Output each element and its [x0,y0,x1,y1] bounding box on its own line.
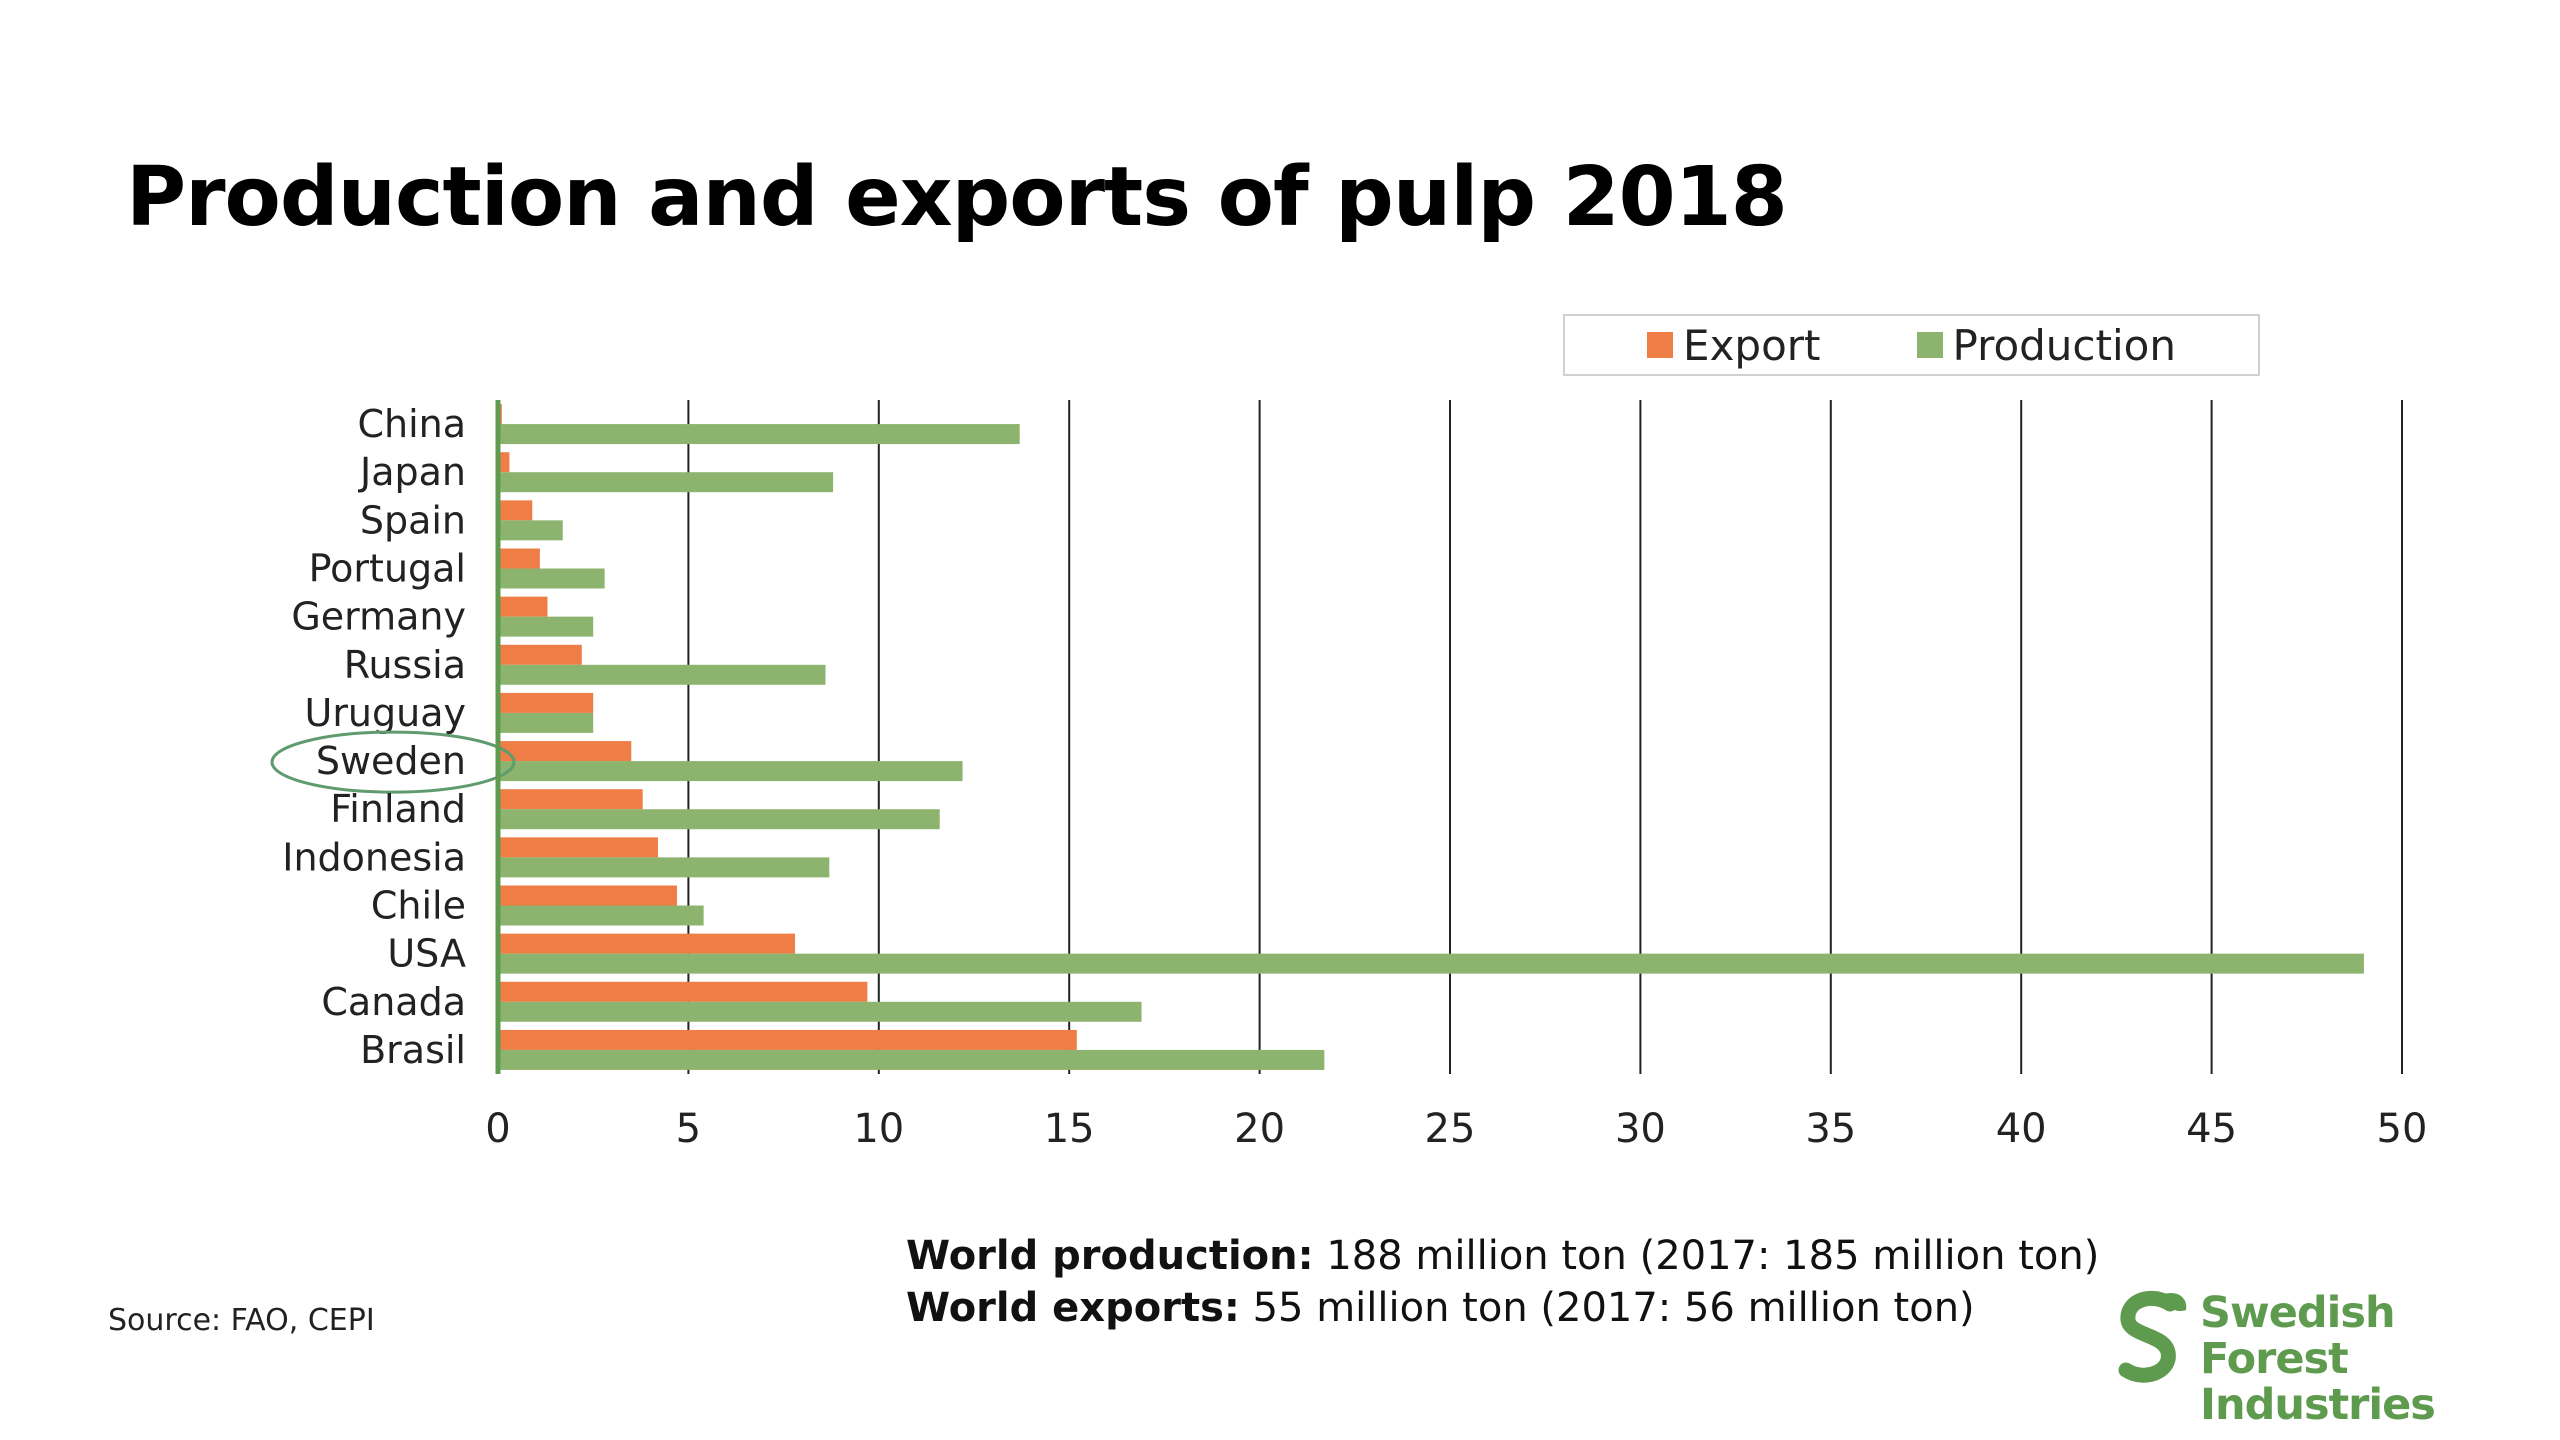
category-label: USA [387,932,466,976]
x-tick-label: 15 [1044,1106,1095,1152]
bar-export [498,981,868,1002]
legend-label-export: Export [1683,320,1821,370]
source-note: Source: FAO, CEPI [108,1303,375,1338]
x-tick-label: 45 [2186,1106,2237,1152]
bar-export [498,692,594,713]
category-label: Portugal [309,547,466,591]
highlight-ellipse [270,730,516,794]
bar-export [498,1029,1077,1050]
bar-export [498,548,540,569]
bar-export [498,885,677,906]
logo-text: Swedish Forest Industries [2200,1290,2512,1428]
bar-production [498,761,963,782]
category-label: Finland [330,787,466,831]
bar-export [498,500,533,521]
category-label: Canada [321,980,466,1024]
category-label: Germany [291,595,466,639]
logo-line-2: Industries [2200,1380,2436,1430]
world-exports-line: World exports: 55 million ton (2017: 56 … [906,1282,2099,1334]
bar-production [498,953,2364,974]
category-label: China [357,402,466,446]
bar-production [498,472,834,493]
legend-item-export: Export [1647,320,1821,370]
x-tick-label: 20 [1234,1106,1285,1152]
x-tick-label: 0 [485,1106,510,1152]
bar-export [498,596,548,617]
world-exports-label: World exports: [906,1285,1240,1331]
legend-item-production: Production [1916,320,2176,370]
category-label: Indonesia [282,835,466,879]
chart-title: Production and exports of pulp 2018 [126,150,1788,245]
x-tick-label: 35 [1805,1106,1856,1152]
category-label: Brasil [360,1028,466,1072]
bar-production [498,568,605,589]
x-tick-label: 50 [2377,1106,2428,1152]
legend-swatch-export [1647,332,1674,358]
logo-line-1: Swedish Forest [2200,1288,2396,1384]
world-production-line: World production: 188 million ton (2017:… [906,1230,2099,1282]
company-logo: Swedish Forest Industries [2112,1290,2512,1428]
x-tick-label: 40 [1996,1106,2047,1152]
bar-production [498,520,563,541]
bar-export [498,644,582,665]
world-production-label: World production: [906,1233,1314,1279]
x-tick-label: 5 [676,1106,701,1152]
category-label: Uruguay [305,691,467,735]
category-label: Sweden [316,739,466,783]
bar-production [498,1049,1325,1070]
category-label: Chile [371,884,466,928]
world-production-value: 188 million ton (2017: 185 million ton) [1313,1233,2100,1279]
bar-production [498,1001,1142,1022]
bar-production [498,809,940,830]
legend-swatch-production [1916,332,1943,358]
x-tick-label: 10 [853,1106,904,1152]
chart-legend: Export Production [1563,314,2260,376]
bar-export [498,741,632,762]
category-label: Spain [360,498,466,542]
bar-production [498,857,830,878]
bar-production [498,664,826,685]
bar-production [498,905,704,926]
x-tick-label: 25 [1425,1106,1476,1152]
category-label: Japan [358,450,466,494]
bar-production [498,616,594,637]
s-leaf-logo-icon [2118,1290,2187,1383]
legend-label-production: Production [1952,320,2176,370]
world-stats: World production: 188 million ton (2017:… [906,1230,2099,1334]
x-tick-label: 30 [1615,1106,1666,1152]
bar-export [498,933,796,954]
bar-export [498,837,658,858]
world-exports-value: 55 million ton (2017: 56 million ton) [1239,1285,1975,1331]
bar-export [498,452,510,473]
category-label: Russia [344,643,466,687]
bar-export [498,789,643,810]
bar-production [498,424,1020,445]
bar-production [498,712,594,733]
